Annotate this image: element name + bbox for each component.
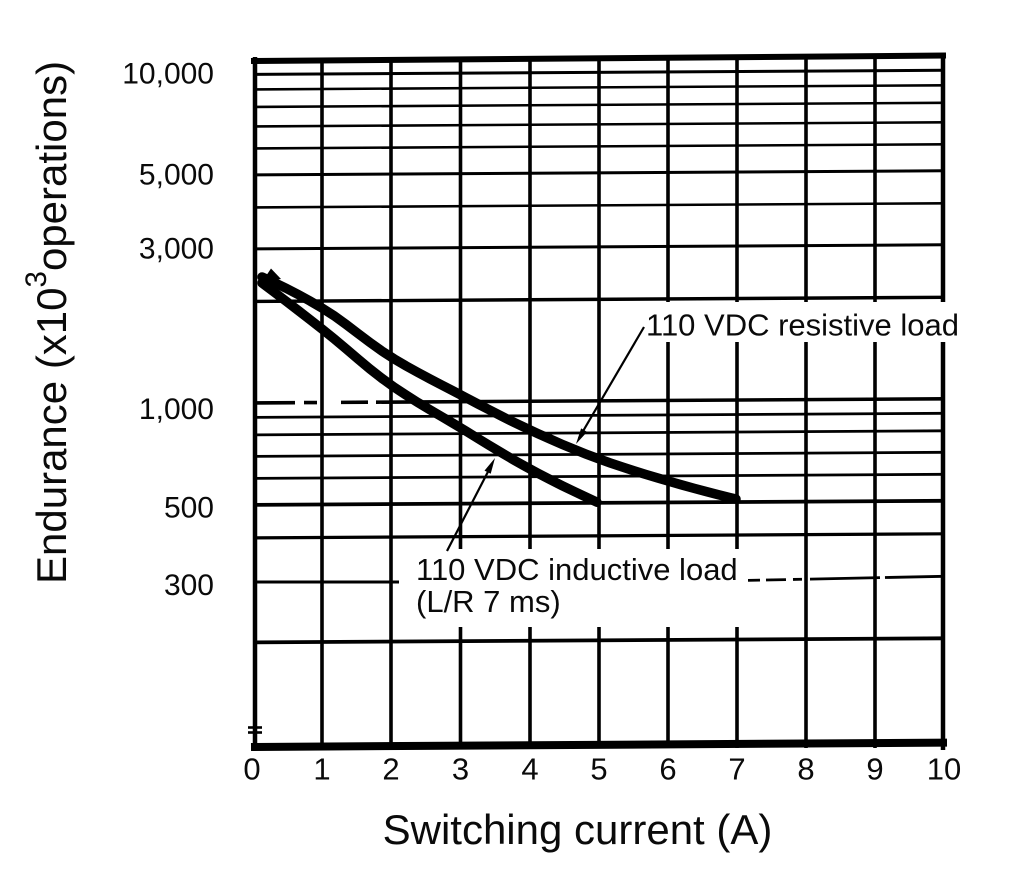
svg-text:7: 7 [728, 752, 745, 787]
svg-text:(L/R 7 ms): (L/R 7 ms) [416, 584, 561, 619]
svg-text:500: 500 [164, 492, 214, 525]
svg-text:110 VDC resistive load: 110 VDC resistive load [646, 308, 959, 343]
svg-text:10,000: 10,000 [122, 58, 214, 91]
svg-text:3: 3 [452, 752, 469, 787]
svg-text:9: 9 [866, 752, 883, 787]
svg-text:0: 0 [243, 752, 260, 787]
svg-text:5,000: 5,000 [139, 159, 214, 192]
svg-text:Switching current (A): Switching current (A) [383, 806, 773, 853]
svg-text:Endurance (x103operations): Endurance (x103operations) [20, 61, 75, 584]
svg-text:300: 300 [164, 569, 214, 602]
svg-text:1,000: 1,000 [139, 393, 214, 426]
svg-text:5: 5 [590, 752, 607, 787]
svg-text:2: 2 [382, 752, 399, 787]
svg-text:4: 4 [521, 752, 538, 787]
svg-text:10: 10 [927, 752, 961, 787]
svg-text:3,000: 3,000 [139, 233, 214, 266]
svg-text:8: 8 [797, 752, 814, 787]
svg-text:6: 6 [659, 752, 676, 787]
svg-text:110 VDC inductive load: 110 VDC inductive load [416, 552, 738, 587]
svg-text:1: 1 [313, 752, 330, 787]
